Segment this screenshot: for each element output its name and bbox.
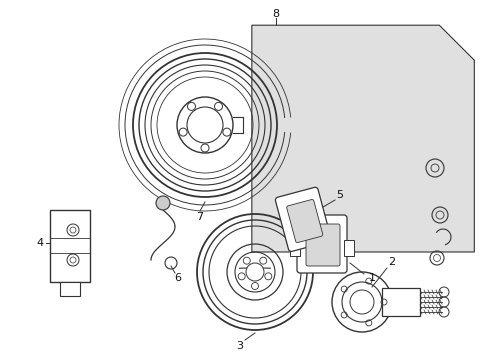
Text: 5: 5 (336, 190, 343, 200)
Polygon shape (251, 25, 473, 252)
Bar (381, 288, 419, 316)
Text: 1: 1 (368, 273, 375, 283)
Polygon shape (343, 240, 353, 256)
Text: 3: 3 (236, 341, 243, 351)
Text: 7: 7 (196, 212, 203, 222)
Circle shape (245, 263, 264, 281)
Bar (50, 210, 90, 282)
Text: 6: 6 (174, 273, 181, 283)
Text: 2: 2 (387, 257, 395, 267)
FancyBboxPatch shape (305, 224, 339, 266)
Bar (60, 282, 80, 296)
Circle shape (156, 196, 170, 210)
FancyBboxPatch shape (296, 215, 346, 273)
Text: 4: 4 (37, 238, 43, 248)
Text: 8: 8 (272, 9, 279, 19)
Polygon shape (289, 240, 299, 256)
FancyBboxPatch shape (275, 187, 330, 252)
FancyBboxPatch shape (286, 199, 322, 243)
